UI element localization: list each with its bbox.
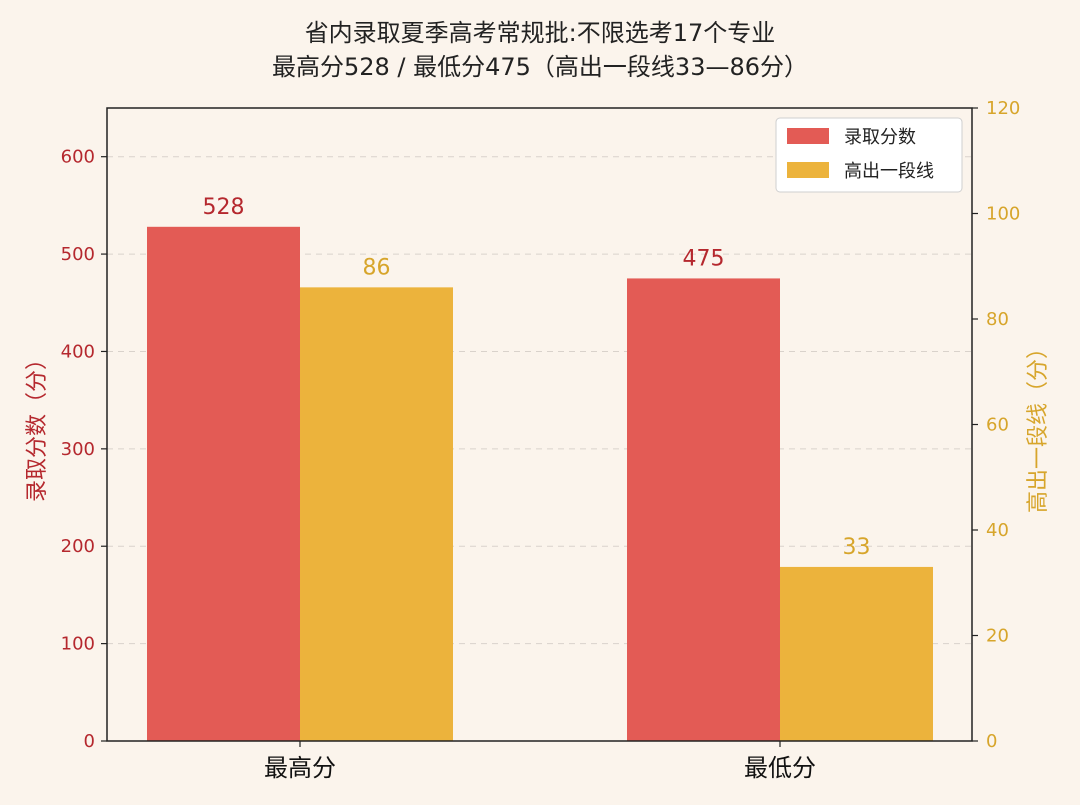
left-tick-label: 0 [84,731,95,752]
chart-title: 省内录取夏季高考常规批:不限选考17个专业 [305,19,776,47]
data-label: 475 [683,246,725,271]
right-tick-label: 40 [986,520,1009,541]
left-tick-label: 400 [61,341,95,362]
right-axis-ticks: 0 20 40 60 80 100 120 [972,98,1020,752]
bar-admission-score-1 [627,278,780,741]
bar-admission-score-0 [147,226,300,742]
bar-above-line-1 [780,566,933,741]
category-label: 最高分 [264,754,336,782]
right-axis-title: 高出一段线（分） [1026,337,1051,513]
data-label: 86 [363,255,391,280]
right-tick-label: 60 [986,415,1009,436]
legend-swatch-above-line [787,162,829,178]
left-tick-label: 200 [61,536,95,557]
data-labels: 528 86 475 33 [203,195,871,560]
bar-above-line-0 [300,287,453,741]
bars [147,226,933,742]
data-label: 528 [203,195,245,220]
legend-label-above-line: 高出一段线 [844,161,934,182]
left-axis-ticks: 0 100 200 300 400 500 600 [61,147,107,752]
right-tick-label: 120 [986,98,1020,119]
left-tick-label: 600 [61,147,95,168]
right-tick-label: 80 [986,309,1009,330]
category-label: 最低分 [744,754,816,782]
category-axis: 最高分 最低分 [264,741,816,782]
legend-label-admission-score: 录取分数 [844,127,916,148]
right-tick-label: 100 [986,204,1020,225]
legend: 录取分数 高出一段线 [775,117,963,193]
chart-subtitle: 最高分528 / 最低分475（高出一段线33—86分） [272,53,808,81]
left-tick-label: 500 [61,244,95,265]
left-axis-title: 录取分数（分） [25,348,50,502]
left-tick-label: 100 [61,634,95,655]
right-tick-label: 20 [986,626,1009,647]
data-label: 33 [843,535,871,560]
right-tick-label: 0 [986,731,997,752]
legend-swatch-admission-score [787,128,829,144]
left-tick-label: 300 [61,439,95,460]
